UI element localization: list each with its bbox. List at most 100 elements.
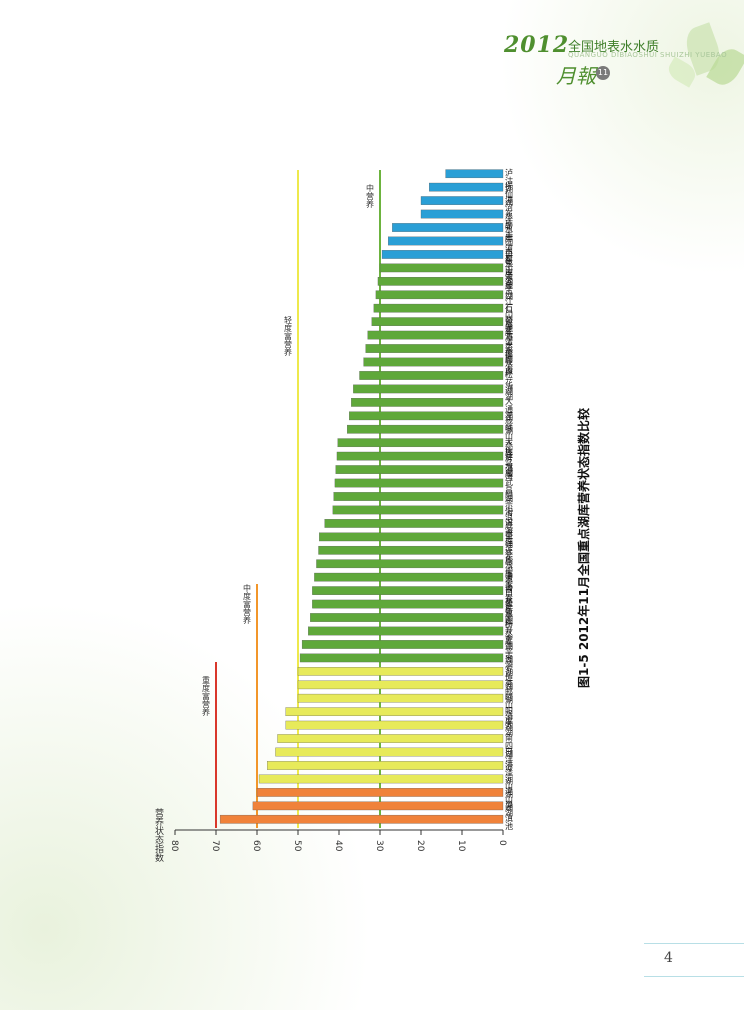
bar — [312, 599, 504, 609]
bar — [277, 734, 504, 743]
category-label: 南四湖 — [505, 732, 514, 758]
category-label: 小浪底水库 — [505, 505, 514, 546]
category-label: 千岛湖 — [505, 262, 514, 288]
tick-label: 60 — [251, 840, 261, 852]
bar — [312, 586, 504, 595]
category-label: 鲅鱼圈 — [505, 598, 514, 623]
report-monthly: 月報 — [556, 64, 596, 88]
category-label: 太湖 — [505, 719, 514, 737]
report-title: 全国地表水水质 — [568, 40, 660, 55]
category-label: 高邮湖 — [505, 679, 514, 705]
report-year: 2012 — [504, 32, 570, 58]
category-label: 潘家口水库 — [505, 571, 514, 613]
bar — [420, 196, 504, 205]
category-label: 黄龙滩水库 — [505, 316, 514, 358]
bar — [258, 774, 504, 784]
tick-label: 70 — [210, 840, 220, 852]
category-label: 白洋淀 — [505, 746, 514, 772]
category-label: 隔河岩水库 — [505, 236, 514, 277]
tick-label: 40 — [333, 840, 343, 852]
bar — [353, 384, 504, 394]
bar — [256, 788, 504, 797]
chart-title: 图1-5 2012年11月全国重点湖库营养状态指数比较 — [576, 408, 591, 688]
page-number-box — [644, 943, 744, 977]
category-label: 升金湖 — [505, 626, 514, 651]
bar — [336, 451, 504, 461]
bar — [334, 478, 504, 488]
bar — [359, 371, 504, 380]
report-header: 2012 全国地表水水质 QUANGUO DIBIAOSHUI SHUIZHI … — [492, 18, 744, 98]
bar — [351, 398, 504, 407]
category-label: 淀山湖 — [505, 773, 514, 799]
bar — [347, 424, 504, 434]
category-label: 董铺水库 — [505, 531, 514, 565]
threshold-label: 中营养 — [366, 183, 375, 209]
issue-badge: 11 — [596, 66, 610, 80]
bar — [310, 613, 504, 622]
category-label: 阳澄湖 — [505, 707, 514, 732]
category-label: 驿马湖 — [505, 451, 514, 476]
bar — [299, 653, 504, 663]
category-label: 瓦埠湖 — [505, 666, 514, 691]
category-label: 白龟山水库 — [505, 248, 514, 290]
bar — [373, 303, 504, 313]
bar — [381, 250, 504, 259]
bar — [319, 532, 504, 542]
bar — [349, 411, 504, 421]
bar — [324, 519, 504, 528]
bar — [285, 707, 504, 717]
bar — [275, 747, 504, 757]
threshold-label: 轻度富营养 — [284, 315, 293, 357]
bar — [429, 182, 504, 192]
category-label: 滇池 — [505, 813, 514, 830]
category-label: 莲花水库 — [505, 544, 514, 578]
category-label: 阳宗海 — [505, 491, 514, 516]
report-pinyin: QUANGUO DIBIAOSHUI SHUIZHI YUEBAO — [568, 51, 728, 59]
category-label: 富春江水库 — [505, 585, 514, 627]
tick-label: 20 — [415, 840, 425, 852]
bar — [371, 317, 504, 326]
bar — [335, 465, 504, 474]
tick-label: 50 — [292, 840, 302, 852]
category-label: 程海 — [505, 357, 514, 374]
bar — [379, 263, 504, 273]
category-label: 抚仙湖 — [505, 181, 514, 207]
category-label: 漳河水库 — [505, 194, 514, 228]
page-number: 4 — [664, 950, 673, 966]
bar — [333, 492, 504, 501]
bar — [316, 559, 504, 569]
bar — [308, 626, 504, 636]
bar — [314, 572, 504, 582]
bar — [367, 330, 504, 340]
tick-label: 0 — [497, 840, 507, 846]
category-label: 东平湖 — [505, 638, 514, 664]
category-label: 大伙房水库 — [505, 437, 514, 479]
category-label: 大通湖 — [505, 396, 514, 422]
tick-label: 80 — [169, 840, 179, 852]
category-label: 乌梁素海 — [505, 558, 514, 592]
bar — [297, 667, 504, 676]
bar — [388, 236, 504, 246]
category-label: 洱海 — [505, 518, 514, 535]
tick-label: 10 — [456, 840, 466, 852]
category-label: 松花湖 — [505, 369, 514, 395]
bar — [420, 209, 504, 219]
category-label: 洪湖 — [505, 383, 514, 401]
bar — [297, 693, 504, 703]
axis-title: 营养状态指数 — [153, 807, 164, 863]
bar — [445, 169, 504, 179]
bar — [285, 720, 504, 730]
category-label: 崂山水库 — [505, 693, 514, 726]
bar — [252, 801, 504, 811]
category-label: 王瑶水库 — [505, 343, 514, 376]
category-label: 石门水库 — [505, 303, 514, 336]
bar — [365, 344, 504, 353]
threshold-label: 中度富营养 — [243, 583, 252, 625]
bar — [337, 438, 504, 448]
category-label: 峡山水库 — [505, 423, 514, 457]
bar — [377, 276, 504, 286]
bar — [332, 505, 504, 515]
